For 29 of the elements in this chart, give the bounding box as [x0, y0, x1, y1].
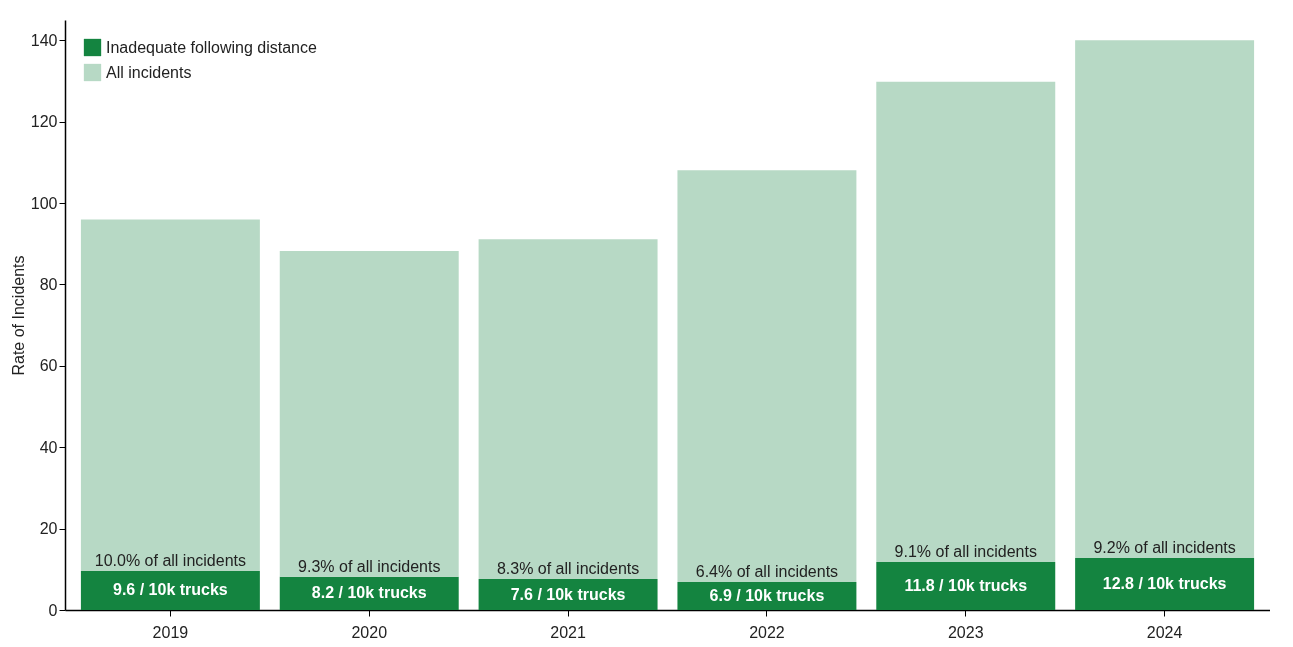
annotation: 9.3% of all incidents — [298, 557, 441, 575]
annotation: 8.3% of all incidents — [496, 560, 640, 578]
x-tick-label: 2021 — [550, 623, 586, 641]
y-tick-label: 100 — [30, 194, 58, 212]
x-tick-label: 2019 — [152, 623, 189, 641]
data-label: 12.8 / 10k trucks — [1102, 574, 1227, 592]
y-tick-label: 80 — [39, 275, 58, 293]
legend-label: All incidents — [106, 63, 192, 81]
data-label: 11.8 / 10k trucks — [904, 576, 1028, 594]
x-tick-label: 2020 — [351, 623, 388, 641]
annotation: 6.4% of all incidents — [695, 562, 839, 580]
annotation: 9.2% of all incidents — [1093, 538, 1236, 556]
y-tick-label: 140 — [30, 31, 58, 49]
legend-label: Inadequate following distance — [106, 38, 317, 56]
y-axis-title: Rate of Incidents — [9, 255, 27, 376]
annotation: 10.0% of all incidents — [94, 551, 246, 569]
x-tick-label: 2023 — [947, 623, 984, 641]
data-label: 7.6 / 10k trucks — [510, 585, 626, 603]
x-tick-label: 2022 — [749, 623, 785, 641]
x-tick-label: 2024 — [1146, 623, 1183, 641]
data-label: 8.2 / 10k trucks — [311, 584, 427, 602]
y-tick-label: 40 — [39, 438, 58, 456]
y-tick-label: 60 — [39, 357, 58, 375]
data-label: 9.6 / 10k trucks — [113, 581, 228, 599]
y-tick-label: 120 — [30, 113, 58, 131]
y-tick-label: 0 — [48, 601, 58, 619]
annotation: 9.1% of all incidents — [894, 542, 1037, 560]
y-tick-label: 20 — [39, 520, 58, 538]
data-label: 6.9 / 10k trucks — [709, 586, 825, 604]
